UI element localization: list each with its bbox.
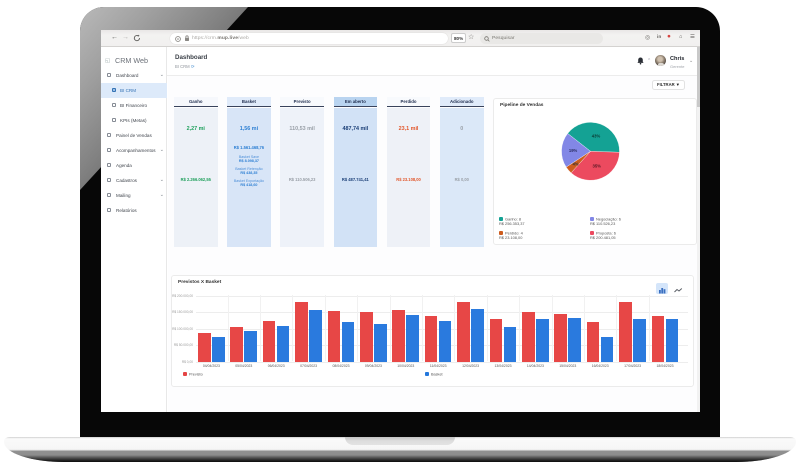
svg-text:43%: 43% [592, 134, 601, 139]
svg-text:19%: 19% [569, 148, 578, 153]
svg-text:35%: 35% [593, 163, 602, 168]
svg-text:4%: 4% [572, 161, 578, 166]
